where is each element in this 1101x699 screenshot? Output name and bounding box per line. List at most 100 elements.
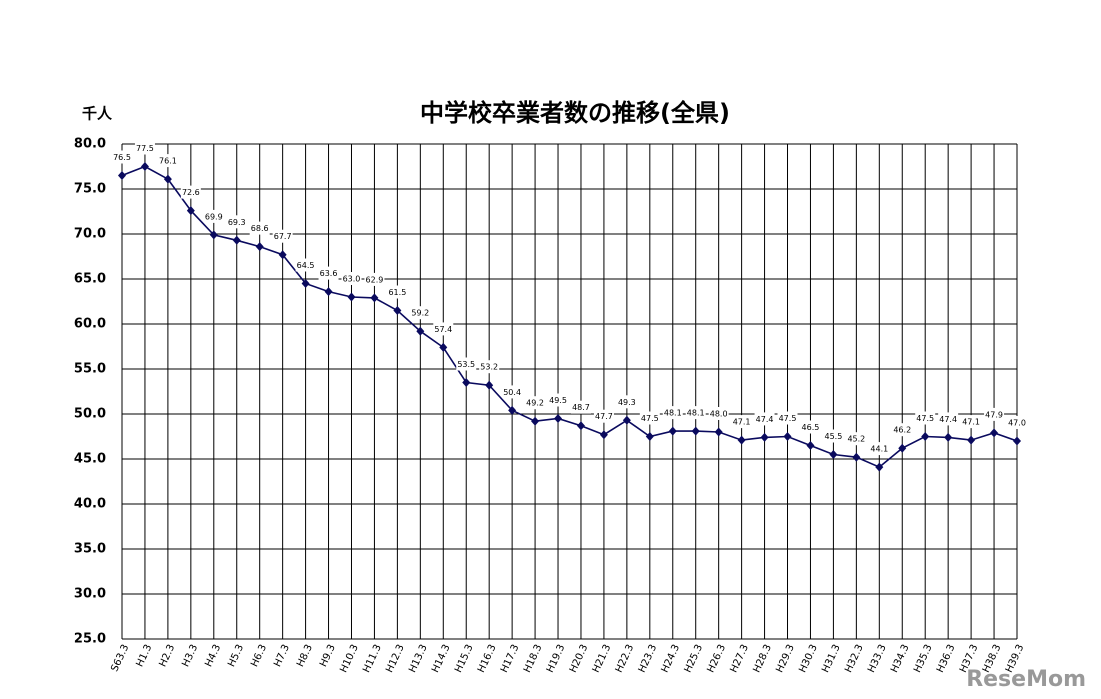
data-label: 53.2: [480, 363, 498, 372]
x-tick-label: H28.3: [751, 643, 774, 675]
x-tick-label: H16.3: [476, 643, 499, 675]
label-bg: [548, 393, 569, 407]
chart-title: 中学校卒業者数の推移(全県): [420, 99, 730, 127]
data-label: 68.6: [251, 224, 269, 233]
x-tick-label: H33.3: [866, 643, 889, 675]
watermark: ReseMom: [966, 667, 1086, 692]
marker: [990, 428, 999, 438]
data-label: 48.1: [687, 409, 705, 418]
marker: [783, 432, 792, 441]
x-tick-label: H25.3: [683, 643, 706, 675]
x-tick-label: H19.3: [545, 643, 568, 675]
marker: [760, 432, 769, 442]
label-bg: [157, 154, 178, 168]
marker: [531, 416, 540, 426]
label-bg: [662, 406, 683, 420]
marker: [829, 450, 838, 459]
label-bg: [180, 185, 201, 199]
y-tick-label: 50.0: [74, 407, 106, 422]
data-label: 53.5: [457, 360, 475, 369]
marker: [806, 441, 815, 450]
y-tick-label: 65.0: [74, 272, 106, 287]
marker: [898, 443, 907, 453]
data-label: 76.1: [159, 157, 177, 166]
label-bg: [410, 306, 431, 320]
label-bg: [433, 322, 454, 336]
label-bg: [961, 415, 982, 429]
label-bg: [984, 407, 1005, 421]
x-tick-label: H36.3: [935, 643, 958, 675]
label-bg: [570, 400, 591, 414]
label-bg: [823, 429, 844, 443]
y-tick-label: 75.0: [74, 182, 106, 197]
x-tick-label: H15.3: [453, 643, 476, 675]
x-tick-label: H24.3: [660, 643, 683, 675]
label-bg: [249, 221, 270, 235]
marker: [416, 326, 425, 336]
x-tick-label: H1.3: [135, 643, 155, 669]
label-bg: [708, 407, 729, 420]
label-bg: [731, 415, 752, 429]
marker: [186, 206, 195, 216]
label-bg: [525, 396, 546, 410]
x-tick-label: H9.3: [318, 643, 338, 669]
data-label: 57.4: [434, 325, 452, 334]
marker: [301, 279, 310, 288]
x-tick-label: H21.3: [591, 643, 614, 675]
x-tick-label: H34.3: [889, 643, 912, 675]
data-label: 50.4: [503, 388, 521, 397]
data-label: 47.5: [779, 414, 797, 423]
marker: [691, 426, 700, 436]
marker: [255, 242, 264, 252]
x-tick-label: H10.3: [338, 643, 361, 675]
x-tick-label: H7.3: [272, 643, 292, 669]
data-label: 47.4: [756, 415, 774, 424]
label-bg: [938, 412, 959, 426]
data-label: 49.2: [526, 399, 544, 408]
data-label: 63.0: [343, 275, 361, 284]
label-bg: [456, 357, 477, 371]
x-tick-label: H4.3: [203, 643, 223, 669]
marker: [324, 287, 333, 297]
x-tick-label: H5.3: [226, 643, 246, 669]
marker: [944, 432, 953, 442]
label-bg: [364, 272, 385, 286]
data-label: 72.6: [182, 188, 200, 197]
marker: [1013, 436, 1021, 446]
data-label: 48.1: [664, 409, 682, 418]
x-tick-label: H2.3: [157, 643, 177, 669]
label-bg: [892, 423, 913, 437]
label-bg: [1007, 416, 1027, 429]
x-tick-label: H12.3: [384, 643, 407, 675]
label-bg: [777, 411, 798, 425]
data-label: 47.9: [985, 410, 1003, 419]
x-tick-label: H30.3: [797, 643, 820, 675]
label-bg: [226, 215, 247, 229]
data-label: 61.5: [388, 288, 406, 297]
x-tick-label: H29.3: [774, 643, 797, 675]
x-tick-label: H35.3: [912, 643, 935, 675]
data-label: 48.7: [572, 403, 590, 412]
data-label: 47.7: [595, 412, 613, 421]
marker: [599, 430, 608, 440]
marker: [278, 250, 287, 260]
marker: [163, 174, 172, 184]
label-bg: [754, 412, 775, 426]
y-tick-label: 40.0: [74, 497, 106, 512]
x-tick-label: H27.3: [728, 643, 751, 675]
label-bg: [685, 406, 706, 420]
data-label: 48.0: [710, 410, 728, 419]
label-bg: [318, 266, 339, 280]
x-tick-label: H18.3: [522, 643, 545, 675]
data-label: 63.6: [320, 269, 338, 278]
label-bg: [387, 285, 408, 299]
data-label: 69.9: [205, 212, 223, 221]
marker: [462, 378, 471, 387]
data-label: 44.1: [870, 445, 888, 454]
label-bg: [915, 411, 936, 425]
data-label: 77.5: [136, 144, 154, 153]
x-tick-label: S63.3: [109, 643, 131, 674]
y-tick-label: 30.0: [74, 587, 106, 602]
label-bg: [502, 385, 523, 399]
label-bg: [272, 229, 293, 243]
